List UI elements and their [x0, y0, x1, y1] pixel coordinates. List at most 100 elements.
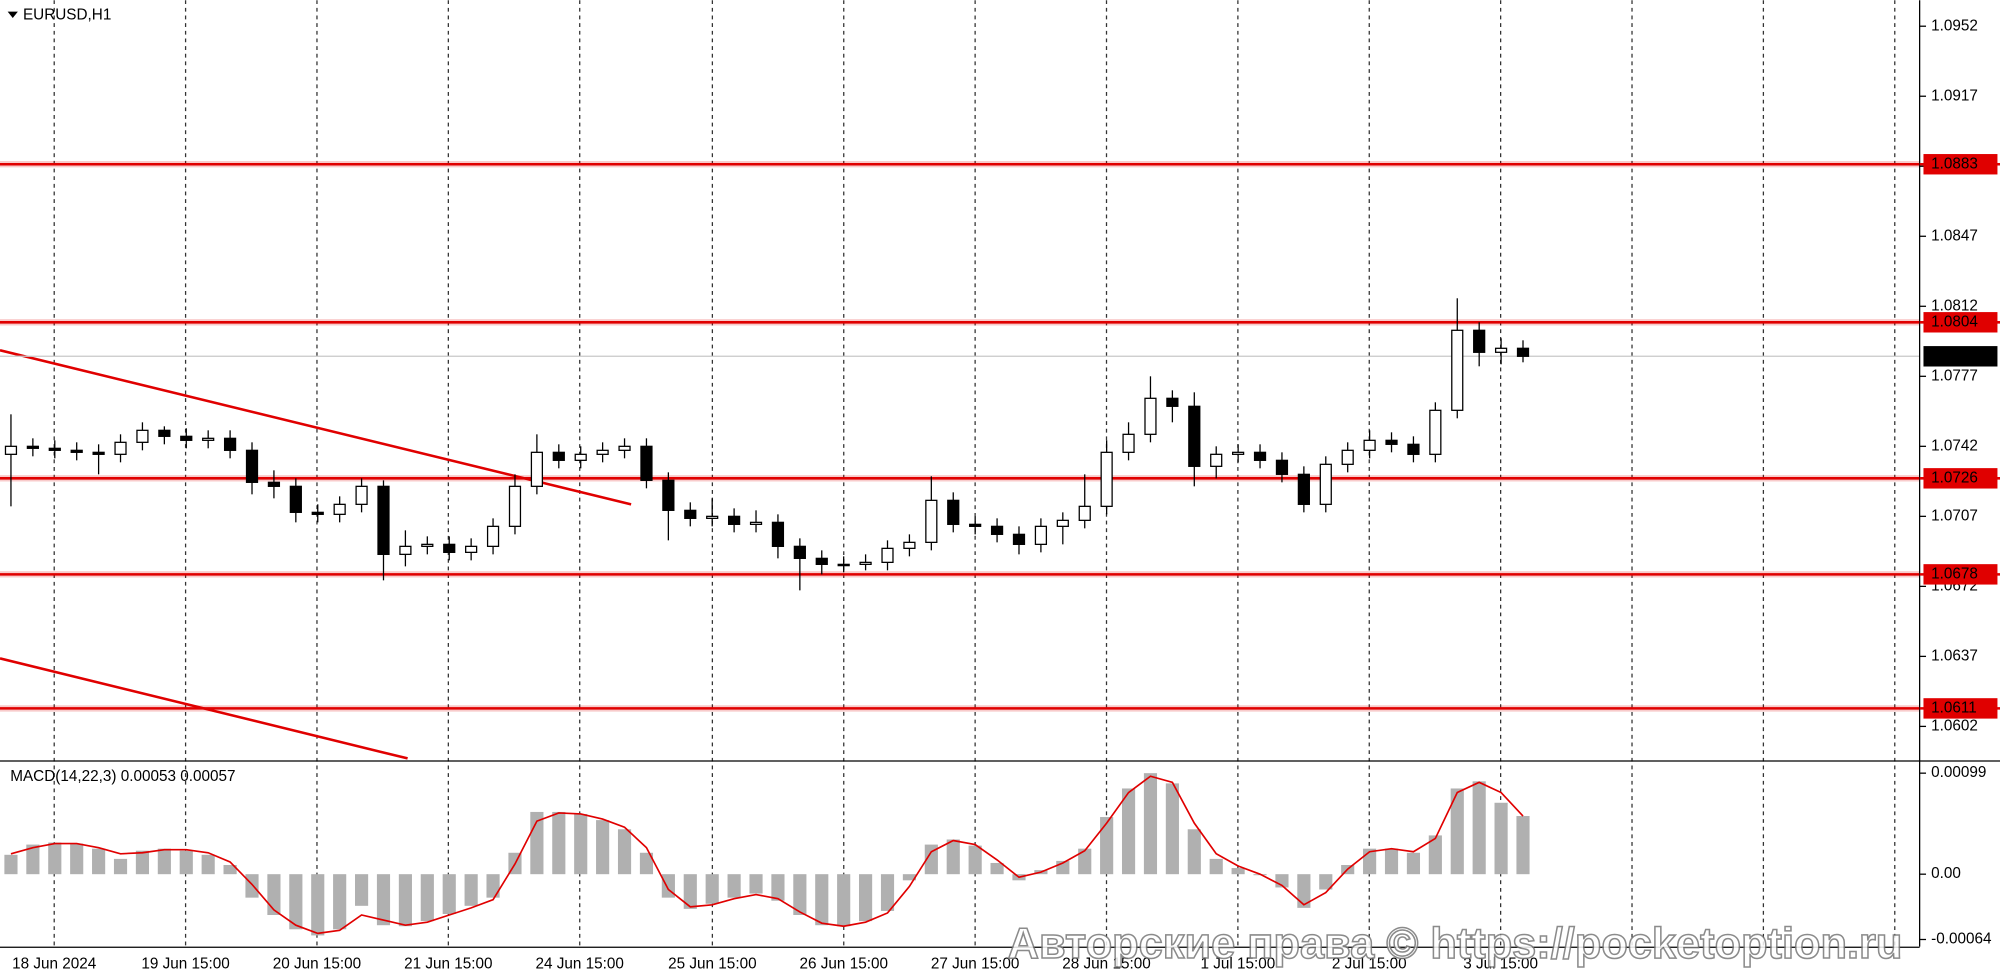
macd-bar	[223, 865, 237, 875]
macd-bar	[135, 850, 150, 875]
macd-bar	[596, 820, 610, 875]
macd-bar	[990, 862, 1004, 875]
candle-body	[925, 499, 938, 543]
signal-line	[10, 775, 1524, 935]
level-label: 1.0883	[1931, 155, 1978, 172]
macd-bar	[1450, 788, 1464, 875]
candle-body	[1034, 525, 1048, 545]
macd-bar	[859, 874, 873, 922]
macd-bar	[157, 848, 171, 875]
candle-body	[1100, 451, 1113, 507]
candle-body	[267, 481, 281, 487]
macd-bar	[1516, 816, 1530, 875]
macd-bar	[420, 874, 434, 922]
macd-bar	[48, 842, 62, 875]
candle-body	[114, 441, 127, 455]
macd-bar	[1494, 802, 1508, 875]
candle-body	[1516, 347, 1530, 357]
candle-body	[903, 541, 916, 549]
candle-body	[486, 525, 500, 547]
x-tick-label: 20 Jun 15:00	[273, 956, 361, 973]
macd-bar	[1143, 773, 1158, 875]
macd-bar	[1406, 852, 1421, 875]
macd-bar	[1100, 817, 1114, 875]
macd-bar	[705, 874, 719, 904]
candle-body	[1407, 443, 1420, 455]
candle-body	[223, 437, 237, 451]
y-tick-label: 1.0602	[1931, 717, 1978, 734]
candle-body	[1341, 449, 1354, 465]
candle-body	[1144, 397, 1157, 435]
candle-body	[552, 451, 565, 461]
candle-body	[727, 515, 741, 525]
macd-bar	[1319, 874, 1333, 890]
x-tick-label: 28 Jun 15:00	[1062, 956, 1150, 973]
macd-bar	[333, 874, 347, 930]
y-tick-label: 1.0637	[1931, 647, 1978, 664]
macd-bar	[4, 854, 18, 875]
candle-body	[1451, 329, 1464, 411]
x-tick-label: 24 Jun 15:00	[535, 956, 623, 973]
y-tick-label: 1.0742	[1931, 437, 1978, 454]
candle-body	[1188, 405, 1201, 467]
macd-bar	[771, 874, 785, 901]
macd-bar	[749, 874, 763, 894]
candle-body	[815, 557, 828, 565]
macd-bar	[1472, 781, 1486, 875]
candle-body	[1210, 453, 1223, 467]
x-tick-label: 27 Jun 15:00	[931, 956, 1019, 973]
macd-bar	[617, 829, 632, 875]
macd-bar	[727, 874, 741, 898]
candle-body	[990, 525, 1004, 535]
macd-bar	[946, 839, 960, 875]
y-tick-label: 1.0917	[1931, 87, 1978, 104]
candle-body	[793, 545, 806, 559]
macd-bar	[179, 850, 193, 875]
candle-body	[26, 445, 39, 449]
candle-body	[749, 521, 763, 525]
macd-bar	[442, 874, 456, 914]
macd-bar	[464, 874, 478, 906]
candle-body	[596, 449, 609, 455]
macd-bar	[355, 874, 369, 906]
macd-bar	[113, 858, 128, 875]
macd-bar	[574, 813, 588, 875]
candle-body	[1012, 533, 1026, 545]
labels: 18 Jun 2024 19 Jun 15:00 20 Jun 15:00 21 Ju…	[12, 17, 2000, 973]
candle-body	[1122, 433, 1135, 453]
candle-body	[465, 545, 478, 553]
macd-bar	[1231, 868, 1245, 875]
macd-bar	[376, 874, 391, 926]
macd-bar	[1187, 829, 1201, 875]
macd-bar	[92, 848, 106, 875]
macd-bar	[26, 844, 40, 875]
level-label-box	[1923, 468, 1998, 489]
candle-body	[311, 511, 324, 515]
macd-bar	[1121, 788, 1136, 875]
macd-bar	[486, 874, 500, 898]
grid	[53, 0, 1896, 947]
macd-bar	[683, 874, 697, 909]
macd-bar	[924, 844, 938, 875]
macd-bar	[245, 874, 259, 898]
candle-body	[1385, 439, 1398, 445]
macd-bar	[837, 874, 851, 927]
macd-bar	[552, 811, 566, 875]
level-label: 1.0678	[1931, 565, 1978, 582]
candle-body	[180, 435, 193, 441]
macd-bar	[1297, 874, 1311, 908]
y-tick-label: -0.00064	[1931, 931, 1992, 948]
candle-body	[377, 485, 390, 555]
price-panel	[0, 161, 1920, 760]
candle-body	[1253, 451, 1267, 461]
candle-body	[947, 499, 960, 525]
x-tick-label: 26 Jun 15:00	[800, 956, 888, 973]
macd-bar	[267, 874, 281, 915]
candle-body	[618, 445, 631, 451]
level-label: 1.0804	[1931, 313, 1978, 330]
candle-body	[70, 449, 83, 453]
macd-bar	[1384, 848, 1399, 875]
candle-body	[355, 485, 368, 505]
macd-bar	[311, 874, 325, 936]
